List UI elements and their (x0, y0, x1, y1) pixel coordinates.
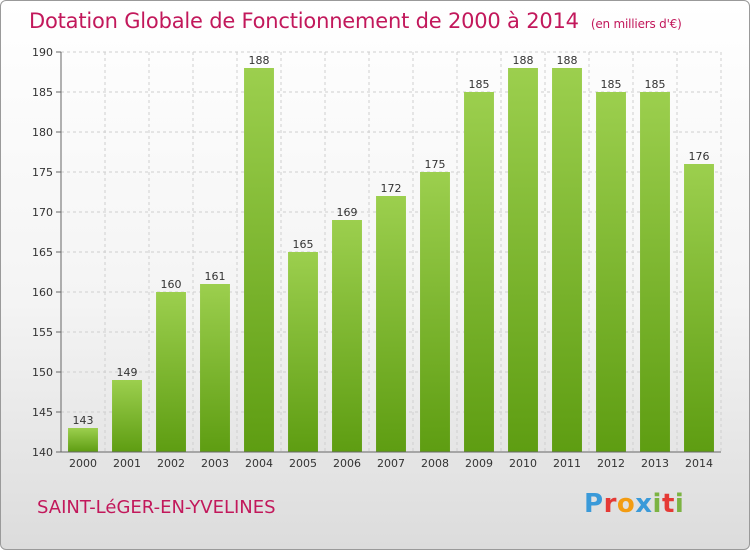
x-tick-label: 2011 (553, 457, 581, 470)
bar-2004 (244, 68, 274, 452)
y-tick-label: 150 (32, 366, 53, 379)
y-tick-label: 175 (32, 166, 53, 179)
bar-value-label: 188 (249, 54, 270, 67)
bar-2003 (200, 284, 230, 452)
bar-2014 (684, 164, 714, 452)
bar-value-label: 185 (601, 78, 622, 91)
x-tick-label: 2012 (597, 457, 625, 470)
x-tick-label: 2007 (377, 457, 405, 470)
y-tick-label: 145 (32, 406, 53, 419)
bar-value-label: 169 (337, 206, 358, 219)
y-tick-label: 170 (32, 206, 53, 219)
bars: 143 149 160 161 188 165 169 172 175 185 188 188 185 1… (68, 54, 714, 452)
bar-value-label: 165 (293, 238, 314, 251)
title-text: Dotation Globale de Fonctionnement de 20… (29, 9, 579, 33)
chart-title: Dotation Globale de Fonctionnement de 20… (29, 9, 682, 33)
x-tick-label: 2006 (333, 457, 361, 470)
x-tick-label: 2010 (509, 457, 537, 470)
bar-2007 (376, 196, 406, 452)
y-tick-label: 165 (32, 246, 53, 259)
proxiti-logo: Proxiti (584, 489, 684, 519)
y-tick-label: 190 (32, 46, 53, 59)
bar-2006 (332, 220, 362, 452)
bar-value-label: 188 (513, 54, 534, 67)
bar-2002 (156, 292, 186, 452)
bar-value-label: 160 (161, 278, 182, 291)
commune-name: SAINT-LéGER-EN-YVELINES (37, 497, 276, 518)
y-tick-label: 185 (32, 86, 53, 99)
bar-2001 (112, 380, 142, 452)
logo-letter: t (661, 489, 675, 519)
logo-letter: i (652, 489, 662, 519)
bar-2005 (288, 252, 318, 452)
x-tick-label: 2000 (69, 457, 97, 470)
x-tick-label: 2004 (245, 457, 273, 470)
bar-value-label: 185 (469, 78, 490, 91)
x-tick-label: 2001 (113, 457, 141, 470)
x-tick-label: 2008 (421, 457, 449, 470)
axes: 140 145 150 155 160 165 170 175 180 185 190 2000 200… (32, 46, 721, 470)
x-tick-label: 2005 (289, 457, 317, 470)
bar-value-label: 176 (689, 150, 710, 163)
bar-2009 (464, 92, 494, 452)
bar-value-label: 188 (557, 54, 578, 67)
bar-2012 (596, 92, 626, 452)
x-tick-label: 2002 (157, 457, 185, 470)
y-tick-label: 180 (32, 126, 53, 139)
bar-2011 (552, 68, 582, 452)
x-tick-label: 2014 (685, 457, 713, 470)
y-tick-label: 140 (32, 446, 53, 459)
bar-2000 (68, 428, 98, 452)
bar-value-label: 149 (117, 366, 138, 379)
logo-letter: P (584, 489, 604, 519)
x-tick-label: 2013 (641, 457, 669, 470)
x-tick-label: 2009 (465, 457, 493, 470)
x-tick-label: 2003 (201, 457, 229, 470)
unit-label: (en milliers d'€) (590, 17, 682, 31)
bar-2008 (420, 172, 450, 452)
bar-value-label: 161 (205, 270, 226, 283)
bar-2010 (508, 68, 538, 452)
bar-value-label: 185 (645, 78, 666, 91)
bar-2013 (640, 92, 670, 452)
bar-value-label: 172 (381, 182, 402, 195)
bar-value-label: 175 (425, 158, 446, 171)
logo-letter: o (616, 489, 636, 519)
y-tick-label: 160 (32, 286, 53, 299)
logo-letter: i (674, 489, 685, 519)
logo-letter: r (603, 489, 617, 519)
bar-value-label: 143 (73, 414, 94, 427)
y-tick-label: 155 (32, 326, 53, 339)
logo-letter: x (635, 489, 653, 519)
